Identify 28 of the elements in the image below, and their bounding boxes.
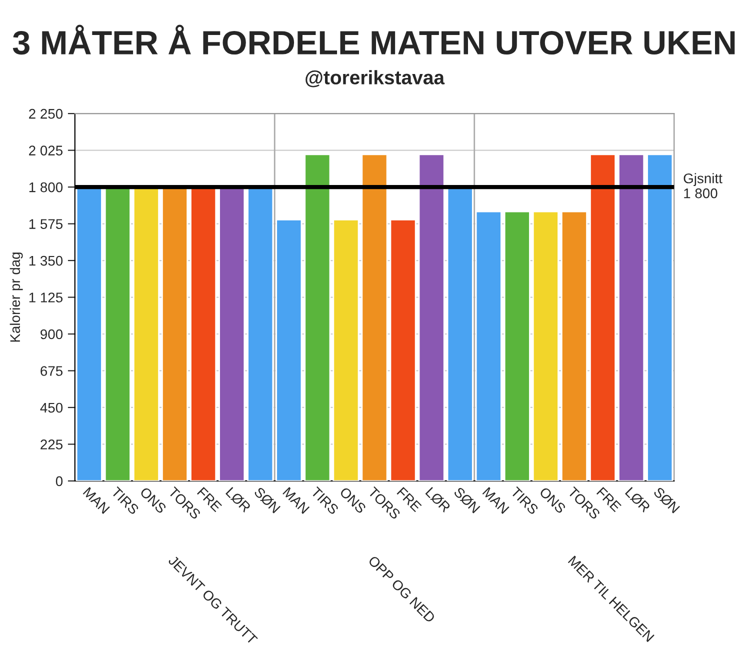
chart-title: 3 MÅTER Å FORDELE MATEN UTOVER UKEN xyxy=(12,24,735,55)
bar xyxy=(504,210,530,481)
y-axis-title: Kalorier pr dag xyxy=(10,252,23,342)
ref-line-label: Gjsnitt 1 800 xyxy=(684,173,722,198)
chart-subtitle: @torerikstavaa xyxy=(306,70,445,88)
bar xyxy=(646,154,674,481)
y-tick-label: 1 575 xyxy=(29,219,63,229)
y-tick-label: 1 125 xyxy=(29,292,63,302)
bar xyxy=(304,154,331,481)
y-tick-label: 1 350 xyxy=(29,256,63,266)
bar xyxy=(590,154,616,481)
y-tick-label: 2 250 xyxy=(29,108,63,119)
bar xyxy=(560,210,588,481)
y-tick-label: 450 xyxy=(40,402,63,413)
y-tick-label: 2 025 xyxy=(29,146,63,156)
bar xyxy=(532,210,559,481)
bar xyxy=(361,154,388,481)
bar xyxy=(390,219,416,481)
bar xyxy=(276,219,302,481)
bar xyxy=(332,219,360,481)
bar xyxy=(475,210,502,481)
y-tick-label: 900 xyxy=(40,329,63,340)
bar xyxy=(418,154,445,481)
y-tick-label: 1 800 xyxy=(29,182,63,192)
bar xyxy=(618,154,645,481)
y-tick-label: 0 xyxy=(56,476,63,486)
y-tick-label: 675 xyxy=(40,366,63,376)
y-tick-label: 225 xyxy=(40,440,63,450)
